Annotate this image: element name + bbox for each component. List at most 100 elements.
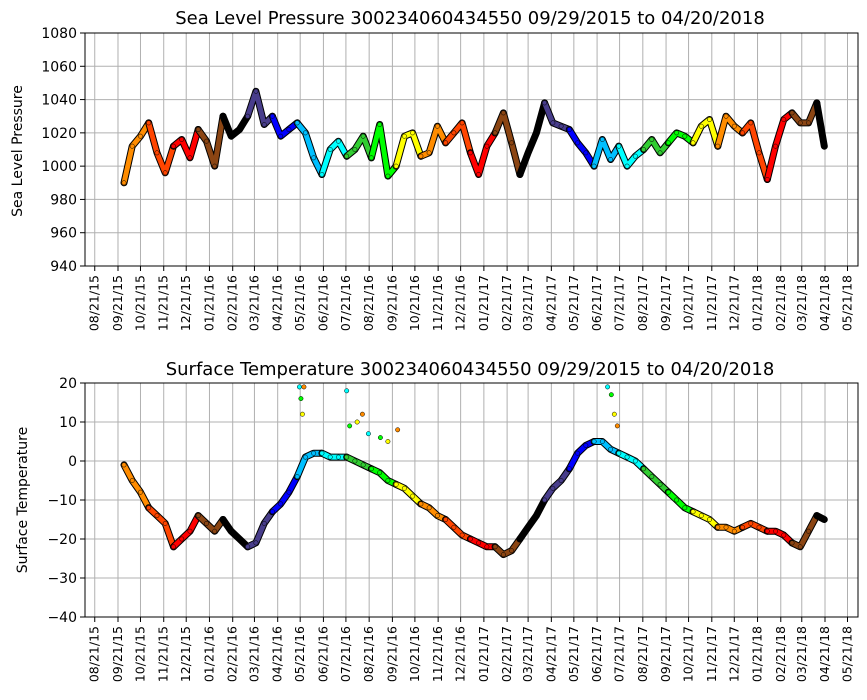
data-point [393, 481, 399, 487]
data-point [707, 117, 712, 122]
series-segment [245, 88, 275, 127]
outlier-point [359, 411, 365, 417]
series-segment [517, 497, 548, 542]
data-point [171, 143, 176, 149]
data-point [443, 140, 449, 146]
temperature-x-ticks: 08/21/15 09/21/15 10/21/15 11/21/15 12/21/15… [87, 617, 855, 682]
data-point [476, 172, 482, 177]
series-segment [393, 130, 424, 169]
data-point [245, 113, 251, 119]
data-point [740, 130, 745, 136]
data-point [674, 130, 680, 136]
data-point [525, 524, 531, 530]
data-point [220, 517, 226, 522]
data-point [377, 470, 383, 476]
temperature-chart-title: Surface Temperature 300234060434550 09/2… [166, 359, 775, 380]
series-segment [146, 505, 176, 550]
data-point [302, 130, 308, 136]
x-tick-label: 03/21/18 [794, 275, 809, 331]
data-point [756, 150, 762, 156]
data-point [731, 123, 737, 129]
data-point [451, 524, 457, 530]
data-point [146, 120, 152, 126]
series-segment [121, 462, 152, 511]
x-tick-label: 09/21/16 [384, 626, 399, 682]
data-point [360, 462, 366, 468]
data-point [665, 489, 671, 495]
outlier-point [605, 384, 611, 390]
data-point [253, 88, 259, 94]
data-point [500, 110, 506, 116]
data-point [253, 540, 259, 546]
series-segment [294, 120, 325, 177]
data-point [311, 450, 317, 456]
data-point [566, 466, 572, 472]
x-tick-label: 01/21/17 [476, 275, 491, 331]
data-point [781, 532, 787, 538]
x-tick-label: 01/21/17 [476, 626, 491, 682]
data-point [261, 122, 267, 127]
x-tick-label: 04/21/17 [543, 275, 558, 331]
data-point [533, 513, 539, 519]
data-point [154, 150, 160, 156]
x-tick-label: 08/21/17 [635, 275, 650, 331]
pressure-plot-frame [84, 32, 859, 267]
data-point [393, 163, 399, 169]
data-point [187, 528, 193, 534]
data-point [352, 458, 358, 464]
data-point [162, 520, 168, 526]
data-point [187, 155, 193, 161]
data-point [649, 474, 655, 480]
data-point [261, 520, 267, 526]
pressure-y-axis-label: Sea Level Pressure [10, 85, 26, 217]
series-segment [740, 120, 770, 182]
data-point [335, 138, 341, 144]
data-point [575, 140, 581, 146]
data-point [764, 177, 770, 182]
x-tick-label: 03/21/16 [246, 626, 261, 682]
y-tick-label: −30 [47, 571, 77, 587]
x-tick-label: 07/21/17 [612, 626, 627, 682]
data-point [616, 143, 622, 149]
data-point [278, 133, 284, 139]
x-tick-label: 10/21/15 [132, 275, 147, 331]
outlier-point [395, 427, 401, 433]
series-segment [616, 450, 647, 472]
pressure-panel: Sea Level Pressure 300234060434550 09/29… [10, 8, 859, 331]
data-point [657, 150, 663, 156]
series-segment [591, 137, 622, 169]
series-segment [269, 474, 300, 515]
data-point [319, 450, 325, 456]
data-point [492, 130, 498, 136]
data-point [821, 143, 827, 149]
series-segment [690, 117, 721, 149]
series-segment [344, 133, 374, 161]
data-point [426, 505, 432, 511]
outlier-point [296, 384, 302, 390]
data-point [245, 544, 251, 550]
x-tick-label: 06/21/16 [315, 626, 330, 682]
x-tick-label: 11/21/15 [156, 626, 171, 682]
data-point [764, 528, 770, 534]
data-point [814, 100, 820, 106]
data-point [599, 439, 605, 444]
data-point [368, 155, 374, 161]
outlier-point [354, 419, 360, 425]
data-point [748, 520, 754, 526]
series-segment [517, 100, 548, 177]
data-point [781, 117, 787, 122]
data-point [624, 454, 630, 460]
x-tick-label: 02/21/16 [225, 275, 240, 331]
data-point [154, 513, 160, 519]
y-tick-label: −40 [47, 610, 77, 626]
series-segment [542, 466, 572, 503]
data-point [162, 170, 168, 176]
series-segment [566, 439, 597, 472]
data-point [624, 163, 630, 169]
x-tick-label: 08/21/15 [87, 275, 102, 331]
x-tick-label: 09/21/17 [658, 626, 673, 682]
data-point [220, 113, 226, 119]
data-point [740, 524, 745, 530]
y-tick-label: 20 [59, 376, 77, 392]
